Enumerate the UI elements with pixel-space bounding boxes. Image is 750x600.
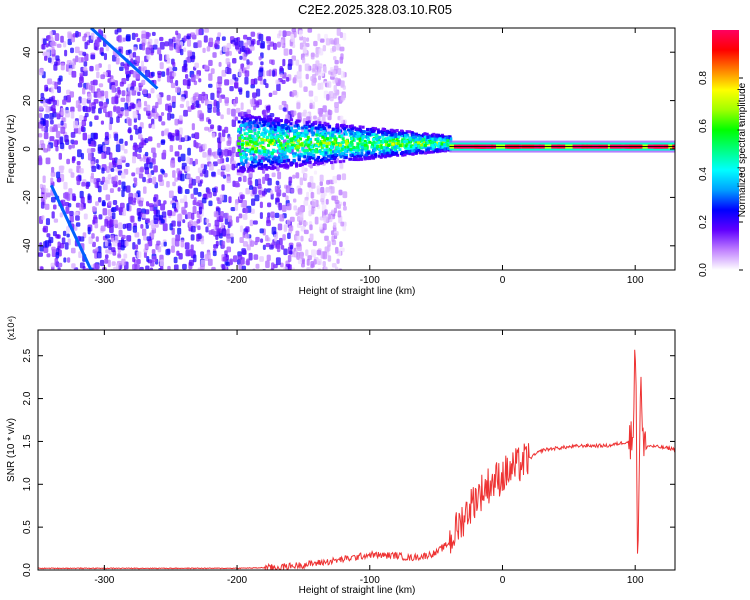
snr-frame [37,329,676,571]
snr-y-tick-label: 1.0 [22,477,33,491]
colorbar-tick-label: 0.2 [698,215,709,229]
spectrogram-y-tick-label: 20 [22,95,33,107]
spectrogram-x-tick-label: 100 [627,275,644,286]
colorbar-tick-label: 0.6 [698,119,709,133]
colorbar-scale [712,30,739,270]
snr-x-label: Height of straight line (km) [299,585,416,596]
spectrogram-x-tick-label: 0 [500,275,506,286]
chart-title: C2E2.2025.328.03.10.R05 [298,2,452,17]
snr-x-tick-label: -200 [227,575,247,586]
spectrogram-x-tick-label: -200 [227,275,247,286]
spectrogram-y-tick-label: 40 [22,46,33,58]
spectrogram-y-label: Frequency (Hz) [6,115,17,184]
snr-x-tick-label: -300 [94,575,114,586]
colorbar-tick-label: 0.8 [698,71,709,85]
snr-panel: -300 -200 -100 0 100 0.0 0.5 1.0 1.5 2.0 2.5 Heigh… [6,316,676,596]
snr-y-tick-label: 0.0 [22,563,33,577]
snr-y-tick-label: 2.0 [22,391,33,405]
snr-x-tick-label: -100 [360,575,380,586]
colorbar-label: Normalized spectral amplitude [737,82,748,217]
snr-y-tick-label: 2.5 [22,348,33,362]
spectrogram-x-tick-label: -100 [360,275,380,286]
snr-series-line [38,349,675,570]
colorbar: 0.0 0.2 0.4 0.6 0.8 Normalized spectral ampl… [698,30,748,277]
colorbar-tick-label: 0.4 [698,167,709,181]
spectrogram-y-tick-label: -40 [22,238,33,253]
spectrogram-y-tick-label: -20 [22,190,33,205]
spectrogram-x-tick-label: -300 [94,275,114,286]
snr-y-tick-label: 0.5 [22,520,33,534]
spectrogram-x-label: Height of straight line (km) [299,286,416,297]
snr-y-tick-label: 1.5 [22,434,33,448]
snr-y-label: SNR (10 * v/v) [6,418,17,482]
snr-x-tick-label: 0 [500,575,506,586]
spectrogram-y-tick-label: 0 [22,146,33,152]
snr-x-tick-label: 100 [627,575,644,586]
snr-y-multiplier: (x10⁴) [6,316,16,340]
colorbar-tick-label: 0.0 [698,263,709,277]
